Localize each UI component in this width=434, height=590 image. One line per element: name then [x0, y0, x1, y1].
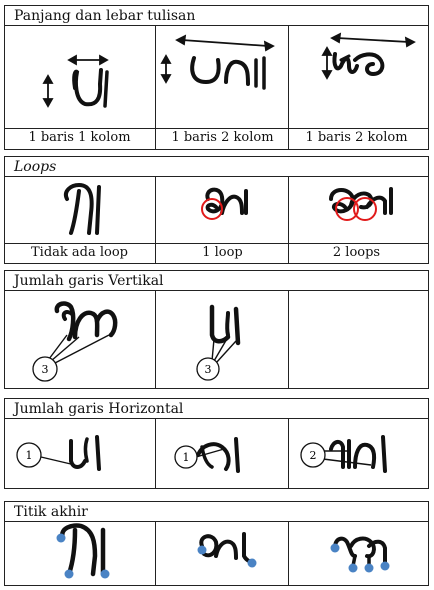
glyph-image	[160, 34, 275, 90]
section-end-points: Titik akhir	[4, 501, 429, 586]
section-loops: Loops Tidak ada loop 1 loop 2 loops	[4, 156, 429, 264]
glyph-image	[42, 54, 109, 108]
glyph-image: 1	[16, 435, 101, 471]
double-arrow-icon	[42, 74, 54, 108]
glyph-image: 3	[196, 304, 241, 381]
glyph-image	[197, 532, 257, 568]
caption: 2 loops	[332, 245, 381, 260]
end-point-dot	[330, 543, 340, 553]
number-marker-label: 1	[26, 449, 33, 462]
number-marker	[32, 356, 58, 382]
end-point-dot	[247, 558, 257, 568]
caption: Tidak ada loop	[31, 245, 128, 260]
end-point-dot	[64, 569, 74, 579]
section-title: Jumlah garis Vertikal	[5, 271, 428, 291]
number-marker-label: 3	[42, 363, 49, 376]
section-dimensions: Panjang dan lebar tulisan	[4, 5, 429, 150]
section-title: Panjang dan lebar tulisan	[5, 6, 428, 26]
section-horizontal-lines: Jumlah garis Horizontal 1 1 2	[4, 398, 429, 489]
glyph-image	[321, 32, 416, 80]
caption: 1 baris 2 kolom	[171, 130, 274, 145]
number-marker	[174, 445, 198, 469]
end-point-dot	[197, 545, 207, 555]
end-point-dot	[56, 533, 66, 543]
glyph-image	[64, 182, 101, 235]
section-title: Titik akhir	[5, 502, 428, 522]
section-vertical-lines: Jumlah garis Vertikal 3 3	[4, 270, 429, 389]
glyph-image: 2	[300, 435, 387, 473]
double-arrow-icon	[330, 32, 416, 48]
glyph-image	[330, 536, 390, 573]
number-marker-label: 1	[183, 451, 190, 464]
number-marker	[16, 442, 42, 468]
loop-marker-icon	[353, 197, 377, 221]
glyph-image	[329, 187, 393, 221]
end-point-dot	[348, 563, 358, 573]
caption: 1 baris 2 kolom	[305, 130, 408, 145]
number-marker-label: 2	[310, 449, 317, 462]
glyph-image	[201, 187, 248, 220]
double-arrow-icon	[321, 46, 333, 80]
glyph-image: 3	[32, 301, 118, 382]
number-marker	[300, 442, 326, 468]
glyph-image: 1	[174, 437, 240, 473]
caption: 1 loop	[202, 245, 243, 260]
section-title: Loops	[5, 157, 428, 177]
end-point-dot	[380, 561, 390, 571]
loop-marker-icon	[201, 198, 223, 220]
section-title: Jumlah garis Horizontal	[5, 399, 428, 419]
number-marker-label: 3	[205, 363, 212, 376]
double-arrow-icon	[175, 34, 275, 52]
number-marker	[196, 357, 220, 381]
end-point-dot	[100, 569, 110, 579]
double-arrow-icon	[160, 54, 172, 84]
end-point-dot	[364, 563, 374, 573]
glyph-image	[56, 523, 110, 579]
caption: 1 baris 1 kolom	[28, 130, 131, 145]
loop-marker-icon	[335, 197, 359, 221]
double-arrow-icon	[67, 54, 109, 66]
